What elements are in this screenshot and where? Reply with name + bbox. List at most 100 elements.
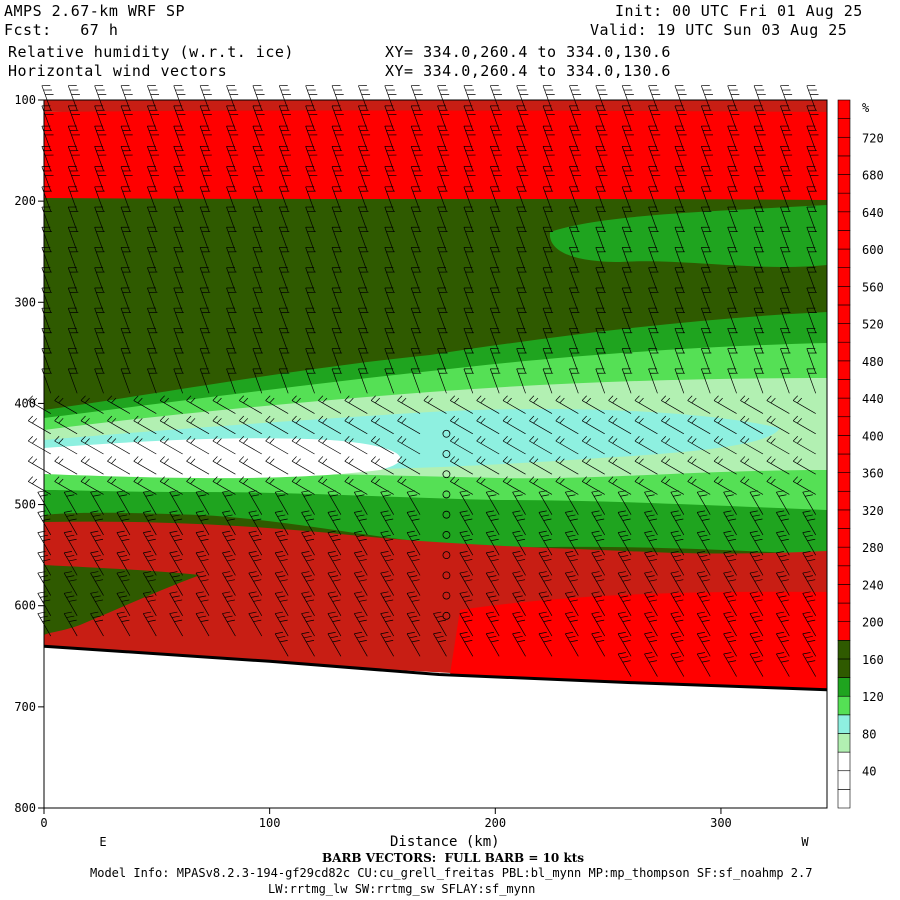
- wind-barb: [753, 368, 765, 394]
- wind-barb: [327, 611, 342, 637]
- wind-barb: [674, 368, 685, 394]
- rh-band-dark-red-top: [44, 100, 827, 112]
- wind-barb: [159, 476, 183, 495]
- wind-barb: [476, 415, 500, 435]
- wind-barb: [90, 530, 104, 556]
- wind-barb: [648, 368, 659, 394]
- wind-barb: [353, 631, 368, 657]
- wind-barb: [459, 551, 474, 576]
- wind-barb: [538, 530, 553, 556]
- wind-barb: [634, 435, 658, 455]
- wind-barb: [740, 415, 764, 435]
- wind-barb: [63, 530, 78, 556]
- wind-barb: [485, 591, 500, 617]
- wind-barb: [186, 395, 210, 414]
- wind-barb: [740, 476, 764, 495]
- wind-barb: [749, 591, 764, 617]
- field-label-wind: Horizontal wind vectors: [8, 62, 228, 80]
- colorbar-segment: [837, 770, 851, 790]
- wind-barb: [591, 551, 606, 576]
- wind-barb: [538, 551, 553, 576]
- wind-barb: [239, 476, 262, 495]
- wind-barb: [450, 476, 473, 495]
- wind-barb: [27, 415, 51, 435]
- wind-barb: [634, 415, 658, 435]
- wind-barb: [318, 395, 342, 414]
- calm-wind-circle: [442, 611, 451, 620]
- wind-barb: [195, 591, 210, 617]
- wind-barb: [529, 476, 553, 495]
- y-tick-label: 100: [14, 93, 36, 107]
- wind-barb: [186, 456, 210, 475]
- init-time: Init: 00 UTC Fri 01 Aug 25: [615, 2, 863, 20]
- wind-barb: [617, 530, 632, 556]
- wind-barb: [713, 395, 737, 414]
- wind-barb: [159, 456, 183, 475]
- wind-barb: [802, 652, 817, 677]
- wind-barb: [54, 395, 78, 414]
- wind-barb: [169, 530, 183, 556]
- colorbar-segment: [837, 267, 851, 287]
- wind-barb: [476, 456, 500, 475]
- wind-barb: [67, 125, 80, 151]
- wind-barb: [107, 456, 131, 475]
- wind-barb: [644, 490, 658, 515]
- wind-barb: [713, 435, 737, 455]
- wind-barb: [806, 368, 817, 394]
- wind-barb: [133, 435, 157, 455]
- wind-barb: [776, 490, 790, 515]
- wind-barb: [195, 530, 210, 556]
- wind-barb: [723, 571, 737, 596]
- wind-barb: [54, 456, 78, 475]
- x-axis-label: Distance (km): [390, 834, 500, 850]
- wind-barb: [186, 476, 210, 495]
- wind-barb: [212, 435, 236, 455]
- y-tick-label: 300: [14, 295, 36, 309]
- wind-barb: [274, 490, 289, 515]
- wind-barb: [186, 435, 210, 455]
- colorbar-label: 160: [862, 653, 884, 667]
- wind-barb: [344, 435, 368, 455]
- wind-barb: [670, 611, 685, 637]
- wind-barb: [529, 435, 553, 455]
- wind-barb: [617, 611, 632, 637]
- wind-barb: [644, 571, 658, 596]
- wind-barb: [661, 395, 685, 414]
- wind-barb: [459, 591, 474, 617]
- wind-barb: [397, 456, 421, 475]
- wind-barb: [406, 591, 421, 617]
- wind-barb: [450, 435, 473, 455]
- y-tick-label: 600: [14, 599, 36, 613]
- colorbar-segment: [837, 733, 851, 753]
- wind-barb: [617, 551, 632, 576]
- wind-barb: [802, 551, 817, 576]
- wind-barb: [776, 591, 790, 617]
- colorbar-segment: [837, 789, 851, 809]
- colorbar-segment: [837, 136, 851, 157]
- wind-barb: [169, 611, 183, 637]
- wind-barb: [301, 530, 315, 556]
- wind-barb: [353, 490, 368, 515]
- wind-barb: [512, 510, 526, 536]
- wind-barb: [459, 631, 474, 657]
- wind-barb: [476, 435, 500, 455]
- wind-barb: [749, 551, 764, 576]
- wind-barb: [353, 611, 368, 637]
- wind-barb: [133, 456, 157, 475]
- wind-barb: [617, 510, 632, 536]
- wind-barb: [565, 591, 579, 617]
- wind-barb: [173, 368, 184, 394]
- wind-barb: [142, 490, 157, 515]
- wind-barb: [27, 395, 51, 414]
- wind-barb: [749, 652, 764, 677]
- wind-barb: [301, 591, 315, 617]
- wind-barb: [542, 145, 555, 171]
- wind-barb: [740, 456, 764, 475]
- wind-barb: [700, 368, 712, 394]
- wind-barb: [565, 611, 579, 637]
- wind-barb: [248, 530, 263, 556]
- wind-barb: [766, 435, 790, 455]
- colorbar-label: 360: [862, 467, 884, 481]
- colorbar-segment: [837, 528, 851, 548]
- wind-barb: [107, 395, 131, 414]
